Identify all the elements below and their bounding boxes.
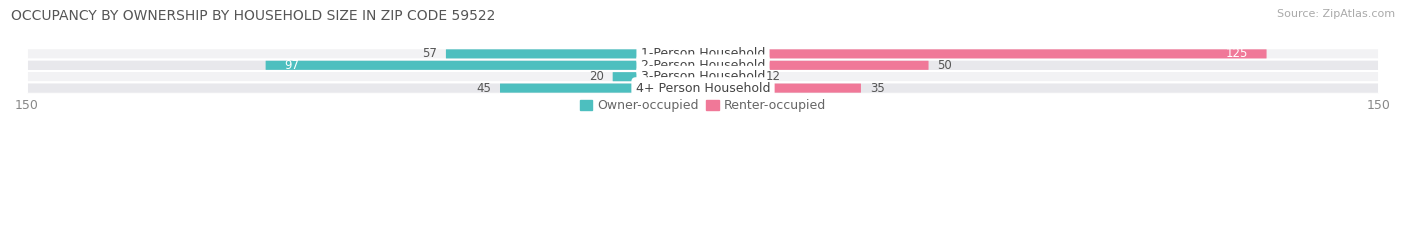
FancyBboxPatch shape [266,61,703,70]
Text: 20: 20 [589,70,603,83]
FancyBboxPatch shape [613,72,703,81]
Text: 3-Person Household: 3-Person Household [641,70,765,83]
FancyBboxPatch shape [703,72,758,81]
Text: 45: 45 [477,82,491,95]
Text: OCCUPANCY BY OWNERSHIP BY HOUSEHOLD SIZE IN ZIP CODE 59522: OCCUPANCY BY OWNERSHIP BY HOUSEHOLD SIZE… [11,9,496,23]
Text: 1-Person Household: 1-Person Household [641,47,765,60]
FancyBboxPatch shape [27,60,1379,71]
Text: Source: ZipAtlas.com: Source: ZipAtlas.com [1277,9,1395,19]
Text: 2-Person Household: 2-Person Household [641,59,765,72]
FancyBboxPatch shape [703,49,1267,58]
FancyBboxPatch shape [27,48,1379,60]
FancyBboxPatch shape [501,84,703,93]
FancyBboxPatch shape [703,61,928,70]
Legend: Owner-occupied, Renter-occupied: Owner-occupied, Renter-occupied [575,94,831,117]
FancyBboxPatch shape [27,71,1379,82]
Text: 97: 97 [284,59,299,72]
Text: 35: 35 [870,82,884,95]
Text: 57: 57 [422,47,437,60]
FancyBboxPatch shape [446,49,703,58]
Text: 12: 12 [766,70,782,83]
FancyBboxPatch shape [27,82,1379,94]
Text: 4+ Person Household: 4+ Person Household [636,82,770,95]
Text: 125: 125 [1226,47,1249,60]
FancyBboxPatch shape [703,84,860,93]
Text: 50: 50 [938,59,952,72]
